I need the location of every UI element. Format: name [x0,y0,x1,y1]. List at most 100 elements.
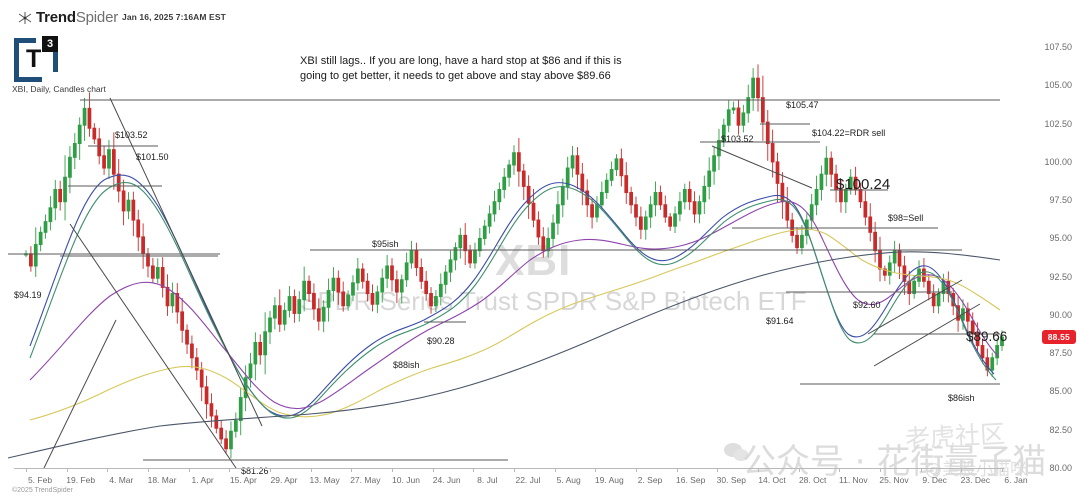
price-axis-tick: 95.00 [1049,233,1072,244]
candle-body [43,221,48,233]
candle-body [663,204,668,218]
price-chart-plot: XBI SPDR Series Trust SPDR S&P Biotech E… [0,28,1012,476]
candle-body [395,279,399,293]
candle-body [595,204,599,218]
date-axis-label: 9. Dec [922,475,947,485]
candle-body [575,155,580,175]
price-axis[interactable]: 107.50 105.00 102.50 100.00 97.50 95.00 92.50 9… [1014,28,1080,473]
trendline-downchannel-lower [69,223,237,468]
candle-body [629,192,633,206]
candle-body [975,332,980,347]
candle-body [643,216,648,230]
candle-body [570,155,575,169]
candle-body [502,176,507,190]
candle-body [48,207,53,223]
date-axis-label: 10. Jun [392,475,420,485]
date-axis-tick [188,468,190,472]
candle-body [653,192,658,206]
date-axis-label: 30. Sep [716,475,746,485]
date-axis-label: 19. Aug [594,475,624,485]
date-axis-label: 1. Apr [191,475,214,485]
date-axis-line [14,468,1004,469]
date-axis-label: 6. Jan [1004,475,1028,485]
logo-letter: T [26,45,42,73]
candle-body [341,291,346,307]
candle-body [614,158,619,171]
candle-body [209,403,214,417]
candle-body [761,97,765,123]
date-axis-tick [1002,468,1003,472]
candle-body [126,199,131,212]
candle-body [468,250,472,264]
candle-body [458,234,463,249]
handle-watermark: @美股小猫咪 [925,460,1027,480]
candle-body [995,345,999,359]
candle-body [463,234,468,252]
candle-body [380,277,385,293]
candle-body [751,77,755,99]
candle-body [194,357,199,371]
candle-body [151,265,155,279]
candle-body [316,308,321,322]
date-axis-label: 14. Oct [758,475,786,485]
candle-body [482,225,487,239]
candle-body [68,156,72,178]
date-axis-tick [758,468,759,472]
price-level-label: $88ish [393,360,420,370]
candle-body [707,170,712,187]
candle-body [565,167,570,187]
candle-body [697,201,702,215]
trendline-wedge-upper [867,279,963,335]
candle-body [307,280,311,295]
candle-body [492,201,497,215]
analysis-note: XBI still lags.. If you are long, have a… [300,55,622,82]
candle-body [873,231,877,252]
candle-body [497,188,502,203]
candle-body [556,204,560,224]
candle-body [800,234,804,249]
price-level-label: $81.26 [241,466,269,476]
date-axis-label: 4. Mar [109,475,134,485]
candle-body [233,420,238,432]
logo-superscript: 3 [42,36,58,52]
date-axis-label: 15. Apr [229,475,257,485]
last-price-badge: 88.55 [1041,330,1076,345]
candle-body [429,293,433,307]
ticker-watermark: XBI [495,236,572,285]
candle-body [795,234,799,249]
price-axis-tick: 92.50 [1049,271,1072,282]
date-axis-tick [432,468,434,472]
ma-green-line [29,181,997,419]
candle-body [214,415,219,429]
price-level-label: $103.52 [115,130,148,140]
date-axis-label: 25. Nov [879,475,909,485]
date-axis-label: 29. Apr [270,475,298,485]
candle-body [404,262,409,281]
candle-body [131,199,136,221]
candle-body [785,201,790,221]
date-axis-label: 28. Oct [798,475,827,485]
candle-body [111,149,116,175]
price-axis-tick: 102.50 [1044,118,1072,129]
candle-body [1000,336,1004,347]
price-level-label: $90.28 [427,336,455,346]
date-axis-tick [595,468,597,472]
date-axis-label: 27. May [350,475,381,485]
candle-body [970,320,975,334]
price-level-label: $105.47 [786,100,819,110]
date-axis-tick [920,468,922,472]
candle-body [351,282,355,296]
price-level-label: $104.22=RDR sell [812,128,886,138]
price-axis-tick: 85.00 [1049,386,1072,397]
date-axis-label: 2. Sep [637,475,663,485]
candle-body [931,293,936,307]
candle-body [863,201,868,218]
brand-name-light: Spider [75,9,119,26]
candle-body [634,204,638,218]
date-axis-tick [229,468,231,472]
candle-body [780,182,785,203]
candle-body [63,176,67,203]
date-axis[interactable]: 5. Feb 19. Feb 4. Mar 18. Mar 1. Apr 15. Apr 2… [0,468,1028,500]
candle-body [521,170,526,187]
candle-body [746,97,751,114]
